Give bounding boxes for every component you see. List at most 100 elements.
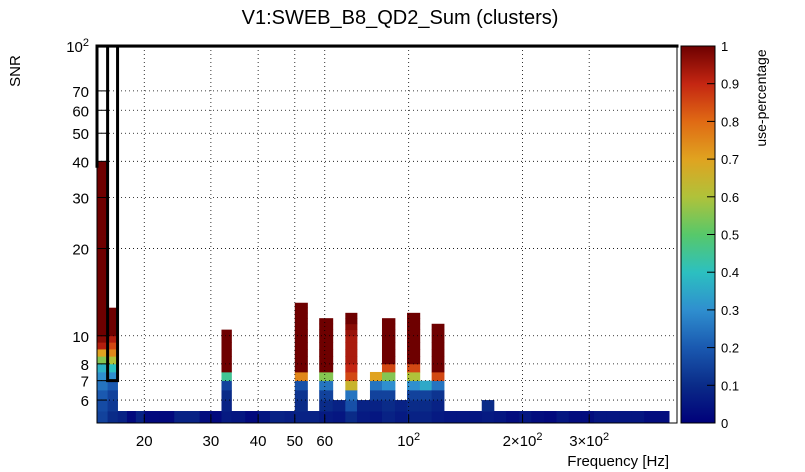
heatmap-cell [531, 411, 545, 424]
heatmap-cell [394, 400, 408, 412]
heatmap-cell [369, 411, 383, 424]
heatmap-cell [431, 411, 445, 424]
heatmap-cell [97, 181, 108, 190]
y-tick-label: 40 [72, 154, 89, 171]
heatmap-cell [97, 293, 108, 299]
heatmap-cell [97, 167, 108, 175]
heatmap-cell [606, 411, 620, 424]
heatmap-cell [294, 389, 308, 401]
heatmap-cell [356, 411, 371, 424]
heatmap-cell [187, 411, 200, 424]
heatmap-cell [419, 380, 433, 391]
heatmap-cell [221, 356, 232, 365]
heatmap-cell [568, 411, 582, 424]
heatmap-cell [294, 323, 308, 331]
heatmap-cell [431, 371, 445, 382]
heatmap-cell [221, 335, 232, 343]
heatmap-cell [319, 400, 334, 412]
heatmap-cell [97, 380, 108, 391]
x-tick-label: 60 [316, 433, 333, 450]
heatmap-cell [221, 329, 232, 337]
heatmap-cell [221, 363, 232, 373]
heatmap-cell [97, 329, 108, 337]
colorbar-tick-label: 0.2 [721, 341, 739, 356]
heatmap-cell [97, 307, 108, 314]
heatmap-cell [319, 329, 334, 337]
heatmap-cell [135, 411, 145, 424]
heatmap-cell [97, 189, 108, 198]
y-tick-label: 8 [81, 357, 89, 374]
heatmap-cell [199, 411, 212, 424]
heatmap-cell [97, 197, 108, 207]
heatmap-cell [97, 255, 108, 263]
colorbar-tick-label: 0.4 [721, 265, 739, 280]
heatmap-cell [97, 312, 108, 319]
heatmap-cell [319, 380, 334, 391]
heatmap-cell [97, 349, 108, 357]
heatmap-cell [107, 342, 118, 350]
heatmap-cell [431, 329, 445, 337]
heatmap-cell [107, 389, 118, 401]
heatmap-cell [221, 371, 232, 382]
colorbar-ticks: 0 0.1 0.2 0.3 0.4 0.5 0.6 0.7 0.8 0.9 1 [707, 39, 739, 431]
heatmap-cell [345, 371, 358, 382]
heatmap-cell [294, 411, 308, 424]
heatmap-cell [97, 174, 108, 183]
heatmap-cell [506, 411, 520, 424]
colorbar-tick-label: 1 [721, 39, 728, 54]
heatmap-cell [221, 400, 232, 412]
heatmap-cell [245, 411, 259, 424]
heatmap-cell [107, 312, 118, 319]
heatmap-cell [270, 411, 286, 424]
heatmap-cell [97, 206, 108, 216]
heatmap-cell [294, 312, 308, 319]
x-tick-label: 102 [397, 431, 420, 450]
heatmap-cell [556, 411, 570, 424]
heatmap-cell [97, 342, 108, 350]
heatmap-cell [345, 323, 358, 331]
heatmap-cell [431, 363, 445, 373]
heatmap-cell [107, 400, 118, 412]
heatmap-cell [469, 411, 483, 424]
colorbar-tick-label: 0.9 [721, 77, 739, 92]
heatmap-cell [381, 349, 396, 357]
heatmap-cell [345, 400, 358, 412]
heatmap-cell [431, 380, 445, 391]
heatmap-cell [107, 318, 118, 325]
heatmap-cell [258, 411, 271, 424]
x-tick-label: 40 [250, 433, 267, 450]
heatmap-cell [381, 389, 396, 401]
y-tick-label: 10 [72, 329, 89, 346]
heatmap-cell [97, 318, 108, 325]
heatmap-cell [369, 400, 383, 412]
heatmap-cell [345, 389, 358, 401]
heatmap-cell [369, 371, 383, 382]
heatmap-cell [294, 335, 308, 343]
x-tick-label: 2×102 [503, 431, 543, 450]
heatmap-cell [210, 411, 222, 424]
heatmap-cell [381, 411, 396, 424]
heatmap-cell [431, 349, 445, 357]
heatmap-cell [221, 380, 232, 391]
heatmap-cell [345, 349, 358, 357]
heatmap-cell [107, 356, 118, 365]
heatmap-cell [407, 318, 421, 325]
heatmap-cell [107, 371, 118, 382]
heatmap-cell [97, 248, 108, 256]
y-tick-label: 102 [66, 37, 89, 56]
heatmap-cell [221, 349, 232, 357]
heatmap-cell [381, 363, 396, 373]
heatmap-cell [221, 411, 232, 424]
heatmap-cell [221, 342, 232, 350]
heatmap-cell [581, 411, 595, 424]
heatmap-cell [294, 302, 308, 309]
heatmap-cell [381, 380, 396, 391]
x-axis-ticks: 20 30 40 50 60 102 2×102 3×102 [136, 415, 609, 450]
heatmap-cell [97, 371, 108, 382]
plot-frame [96, 45, 678, 424]
heatmap-cell [144, 411, 161, 424]
heatmap-cell [431, 389, 445, 401]
heatmap-cell [431, 342, 445, 350]
y-tick-label: 50 [72, 126, 89, 143]
heatmap-cell [97, 284, 108, 294]
